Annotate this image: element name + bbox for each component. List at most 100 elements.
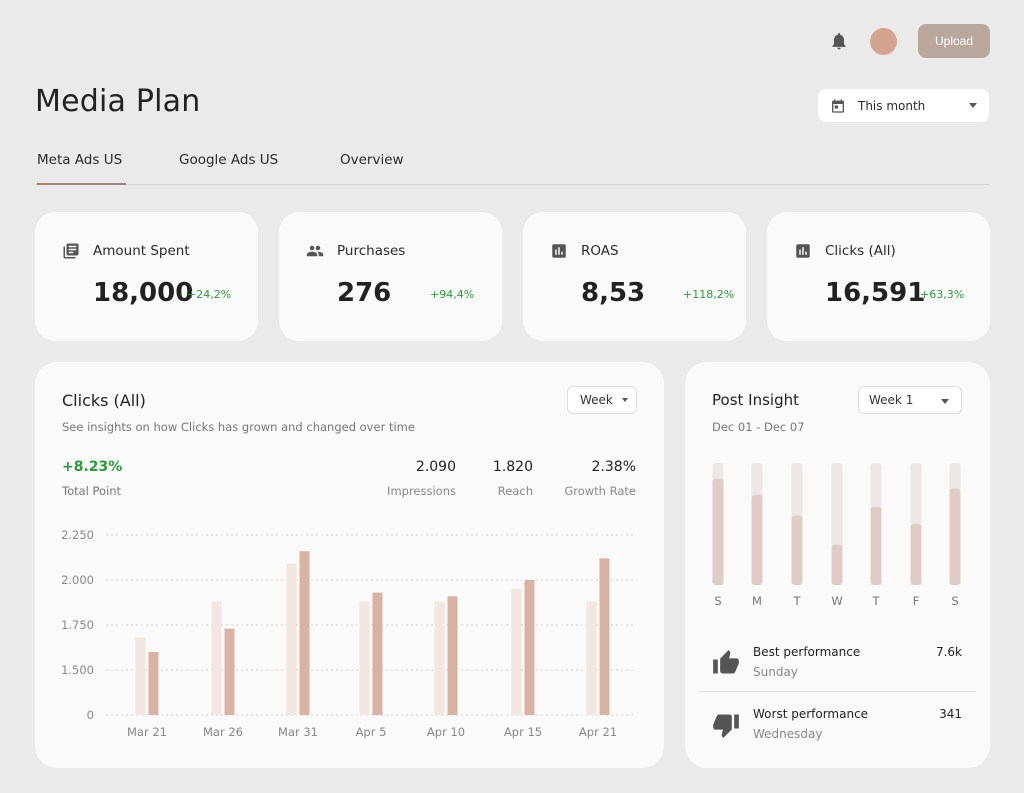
- week-select-label: Week 1: [869, 393, 914, 407]
- day-bar-fill: [712, 478, 724, 585]
- bar-1: [586, 601, 597, 715]
- avatar[interactable]: [870, 28, 897, 55]
- kpi-label: ROAS: [581, 243, 619, 259]
- kpi-card-amount-spent: Amount Spent 18,000 +24,2%: [35, 212, 258, 341]
- day-label: T: [871, 594, 880, 608]
- total-point-value: +8.23%: [62, 459, 123, 475]
- clicks-chart-card: Clicks (All) See insights on how Clicks …: [35, 362, 664, 768]
- tab-google-ads-us[interactable]: Google Ads US: [179, 152, 279, 168]
- best-performance-value: 7.6k: [935, 645, 962, 659]
- bar-2: [599, 558, 610, 715]
- x-tick-label: Apr 5: [356, 725, 387, 739]
- day-bar-fill: [870, 506, 882, 585]
- period-select-label: Week: [580, 393, 613, 407]
- bar-1: [359, 601, 370, 715]
- x-tick-label: Mar 26: [203, 725, 243, 739]
- day-label: S: [714, 594, 721, 608]
- bar-2: [372, 592, 383, 715]
- chevron-down-icon: [969, 103, 977, 108]
- day-bar-fill: [791, 515, 803, 585]
- kpi-card-clicks: Clicks (All) 16,591 +63,3%: [767, 212, 990, 341]
- thumbs-down-icon: [713, 714, 739, 738]
- y-tick-label: 0: [87, 708, 94, 722]
- tab-bar: Meta Ads US Google Ads US Overview: [35, 148, 990, 185]
- worst-performance-day: Wednesday: [753, 727, 823, 741]
- stat-value-reach: 1.820: [492, 459, 533, 475]
- period-select[interactable]: Week: [567, 386, 637, 414]
- kpi-delta: +63,3%: [920, 288, 965, 301]
- worst-performance-label: Worst performance: [753, 707, 869, 721]
- stat-label-reach: Reach: [497, 484, 533, 498]
- worst-performance-value: 341: [939, 707, 962, 721]
- upload-button[interactable]: Upload: [918, 24, 990, 58]
- day-bar-fill: [910, 524, 922, 585]
- date-range-select[interactable]: This month: [818, 89, 989, 122]
- day-label: S: [951, 594, 958, 608]
- page-title: Media Plan: [35, 84, 201, 119]
- chevron-down-icon: [622, 398, 628, 402]
- bar-1: [211, 601, 222, 715]
- total-point-label: Total Point: [62, 484, 122, 498]
- day-label: T: [792, 594, 801, 608]
- day-label: W: [831, 594, 842, 608]
- bar-1: [286, 563, 297, 715]
- day-bar-fill: [751, 494, 763, 585]
- y-tick-label: 1.500: [61, 663, 94, 677]
- receipt-icon: [63, 243, 79, 259]
- bell-icon[interactable]: [829, 31, 849, 51]
- kpi-delta: +118,2%: [683, 288, 735, 301]
- card-title: Clicks (All): [62, 391, 146, 410]
- x-tick-label: Apr 10: [427, 725, 465, 739]
- stat-label-impressions: Impressions: [387, 484, 456, 498]
- divider: [699, 691, 976, 692]
- stat-value-growth-rate: 2.38%: [591, 459, 636, 475]
- x-tick-label: Apr 21: [579, 725, 617, 739]
- card-title: Post Insight: [712, 391, 799, 409]
- day-label: F: [913, 594, 920, 608]
- kpi-value: 276: [337, 278, 392, 308]
- bar-2: [524, 580, 535, 715]
- date-range-label: This month: [858, 98, 926, 113]
- day-label: M: [752, 594, 762, 608]
- chevron-down-icon: [941, 399, 949, 404]
- best-performance-day: Sunday: [753, 665, 798, 679]
- best-performance-label: Best performance: [753, 645, 861, 659]
- bar-chart-icon: [552, 244, 566, 258]
- tab-overview[interactable]: Overview: [340, 152, 404, 168]
- y-tick-label: 2.000: [61, 573, 94, 587]
- clicks-bar-chart: 2.250 2.000 1.750 1.500 0 Mar 21 Mar 26 Mar 31 A…: [61, 528, 636, 739]
- bar-chart-icon: [796, 244, 810, 258]
- kpi-card-roas: ROAS 8,53 +118,2%: [523, 212, 746, 341]
- kpi-label: Purchases: [337, 243, 406, 259]
- post-insight-card: Post Insight Dec 01 - Dec 07 Week 1 S M T W…: [685, 362, 990, 768]
- week-select[interactable]: Week 1: [858, 386, 962, 414]
- day-bar-fill: [949, 488, 961, 585]
- best-performance-row: Best performance Sunday 7.6k: [685, 645, 990, 705]
- kpi-label: Clicks (All): [825, 243, 896, 259]
- x-tick-label: Mar 21: [127, 725, 167, 739]
- card-subtitle: See insights on how Clicks has grown and…: [62, 420, 415, 434]
- bar-2: [148, 652, 159, 715]
- thumbs-up-icon: [713, 650, 739, 674]
- y-tick-label: 1.750: [61, 618, 94, 632]
- kpi-delta: +24,2%: [187, 288, 232, 301]
- kpi-card-purchases: Purchases 276 +94,4%: [279, 212, 502, 341]
- insight-date-range: Dec 01 - Dec 07: [712, 420, 805, 434]
- bar-2: [447, 596, 458, 715]
- bar-1: [511, 589, 522, 715]
- bar-1: [135, 637, 146, 715]
- people-icon: [306, 245, 324, 257]
- stat-value-impressions: 2.090: [415, 459, 456, 475]
- stat-label-growth-rate: Growth Rate: [564, 484, 636, 498]
- worst-performance-row: Worst performance Wednesday 341: [685, 707, 990, 767]
- x-tick-label: Mar 31: [278, 725, 318, 739]
- day-bar-fill: [831, 544, 843, 585]
- kpi-value: 16,591: [825, 278, 926, 308]
- bar-1: [434, 601, 445, 715]
- tab-meta-ads-us[interactable]: Meta Ads US: [37, 152, 126, 185]
- bar-2: [224, 628, 235, 715]
- x-tick-label: Apr 15: [504, 725, 542, 739]
- kpi-value: 8,53: [581, 278, 646, 308]
- kpi-value: 18,000: [93, 278, 194, 308]
